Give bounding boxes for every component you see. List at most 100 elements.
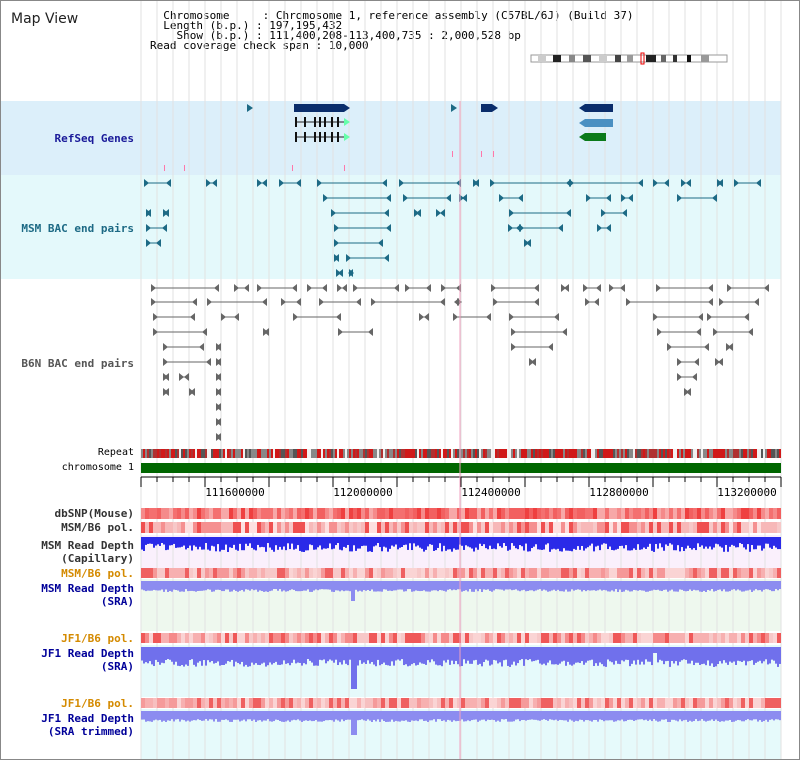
jf1-pol2-cell: [357, 698, 361, 708]
jf1-pol-cell: [169, 633, 173, 643]
jf1-sra-depth-bar: [307, 647, 309, 660]
capillary-depth-bar: [325, 537, 327, 549]
jf1-pol2-cell: [301, 698, 305, 708]
b6n-bac-end: [585, 298, 590, 306]
dbsnp-cell: [425, 508, 429, 519]
jf1-pol2-cell: [417, 698, 421, 708]
repeat-segment: [609, 449, 611, 458]
jf1-pol-cell: [193, 633, 197, 643]
jf1-sra-depth-bar: [721, 647, 723, 664]
repeat-segment: [467, 449, 469, 458]
msm-pol-cell: [373, 522, 377, 533]
capillary-depth-bar: [531, 537, 533, 549]
jf1-sra-depth-bar: [507, 647, 509, 666]
jf1-depth-sra-label[interactable]: JF1 Read Depth (SRA): [41, 647, 134, 673]
msm-bac-end: [262, 179, 267, 187]
jf1-pol2-cell: [669, 698, 673, 708]
msm-bac-end: [144, 179, 149, 187]
b6n-bac-track[interactable]: [151, 284, 769, 441]
msm-sra-depth-bar: [689, 581, 691, 590]
capillary-depth-bar: [515, 537, 517, 549]
msm-sra-depth-bar: [369, 581, 371, 591]
jf1-pol-cell: [673, 633, 677, 643]
msm-b6-pol-label-2[interactable]: MSM/B6 pol.: [61, 567, 134, 580]
msm-pol-cell: [301, 522, 305, 533]
jf1-sra-depth-bar: [365, 647, 367, 664]
msm-pol-cell: [565, 522, 569, 533]
capillary-depth-bar: [615, 537, 617, 550]
b6n-bac-label[interactable]: B6N BAC end pairs: [21, 357, 134, 370]
capillary-depth-bar: [631, 537, 633, 551]
msm-sra-depth-bar: [505, 581, 507, 590]
jf1-trim-depth-bar: [471, 711, 473, 721]
msm-pol2-cell: [537, 568, 541, 578]
msm-bac-label[interactable]: MSM BAC end pairs: [21, 222, 134, 235]
dbsnp-cell: [625, 508, 629, 519]
jf1-sra-depth-bar: [757, 647, 759, 662]
jf1-trim-depth-bar: [737, 711, 739, 720]
msm-pol2-cell: [541, 568, 545, 578]
jf1-b6-pol-label-2[interactable]: JF1/B6 pol.: [61, 697, 134, 710]
repeat-segment: [457, 449, 459, 458]
b6n-bac-end: [754, 298, 759, 306]
dbsnp-cell: [301, 508, 305, 519]
dbsnp-cell: [289, 508, 293, 519]
msm-pol-cell: [717, 522, 721, 533]
transcript-arrow: [579, 133, 585, 141]
b6n-bac-end: [511, 328, 516, 336]
capillary-depth-bar: [753, 537, 755, 550]
repeat-segment: [349, 449, 351, 458]
repeat-label: Repeat: [97, 447, 134, 458]
capillary-depth-bar: [345, 537, 347, 548]
jf1-sra-depth-bar: [771, 647, 773, 660]
jf1-pol2-cell: [645, 698, 649, 708]
chromosome-ideogram[interactable]: [530, 52, 728, 65]
repeat-segment: [195, 449, 197, 458]
msm-depth-capillary-label[interactable]: MSM Read Depth (Capillary): [41, 539, 134, 565]
jf1-trim-depth-bar: [683, 711, 685, 721]
jf1-trim-depth-bar: [397, 711, 399, 722]
msm-depth-sra-label[interactable]: MSM Read Depth (SRA): [41, 582, 134, 608]
jf1-pol-cell: [709, 633, 713, 643]
repeat-segment: [403, 449, 405, 458]
jf1-trim-depth-bar: [363, 711, 365, 721]
jf1-sra-depth-bar: [339, 647, 341, 663]
jf1-depth-trimmed-label[interactable]: JF1 Read Depth (SRA trimmed): [41, 712, 134, 738]
msm-bac-track[interactable]: [144, 179, 761, 277]
msm-bac-end: [416, 209, 421, 217]
capillary-depth-bar: [433, 537, 435, 551]
refseq-genes-label[interactable]: RefSeq Genes: [54, 132, 134, 145]
jf1-trim-depth-bar: [415, 711, 417, 721]
jf1-trim-depth-bar: [555, 711, 557, 720]
jf1-pol2-cell: [473, 698, 477, 708]
msm-sra-depth-bar: [213, 581, 215, 592]
jf1-trim-depth-bar: [279, 711, 281, 722]
capillary-depth-bar: [455, 537, 457, 550]
jf1-pol2-cell: [681, 698, 685, 708]
capillary-depth-bar: [605, 537, 607, 544]
refseq-genes-track[interactable]: [164, 104, 613, 171]
jf1-trim-depth-bar: [751, 711, 753, 721]
repeat-segment: [377, 449, 379, 458]
repeat-segment: [475, 449, 477, 458]
jf1-pol2-cell: [157, 698, 161, 708]
msm-pol-cell: [561, 522, 565, 533]
b6n-bac-end: [708, 298, 713, 306]
jf1-sra-depth-bar: [151, 647, 153, 665]
dbsnp-label[interactable]: dbSNP(Mouse): [54, 507, 134, 520]
jf1-trim-depth-bar: [259, 711, 261, 721]
dbsnp-cell: [561, 508, 565, 519]
jf1-pol2-cell: [397, 698, 401, 708]
capillary-depth-bar: [169, 537, 171, 546]
jf1-pol-cell: [417, 633, 421, 643]
msm-pol2-cell: [361, 568, 365, 578]
dbsnp-cell: [513, 508, 517, 519]
capillary-depth-bar: [419, 537, 421, 548]
msm-pol-cell: [385, 522, 389, 533]
msm-b6-pol-label[interactable]: MSM/B6 pol.: [61, 521, 134, 534]
capillary-depth-bar: [671, 537, 673, 545]
jf1-pol-cell: [533, 633, 537, 643]
msm-pol-cell: [753, 522, 757, 533]
jf1-b6-pol-label[interactable]: JF1/B6 pol.: [61, 632, 134, 645]
